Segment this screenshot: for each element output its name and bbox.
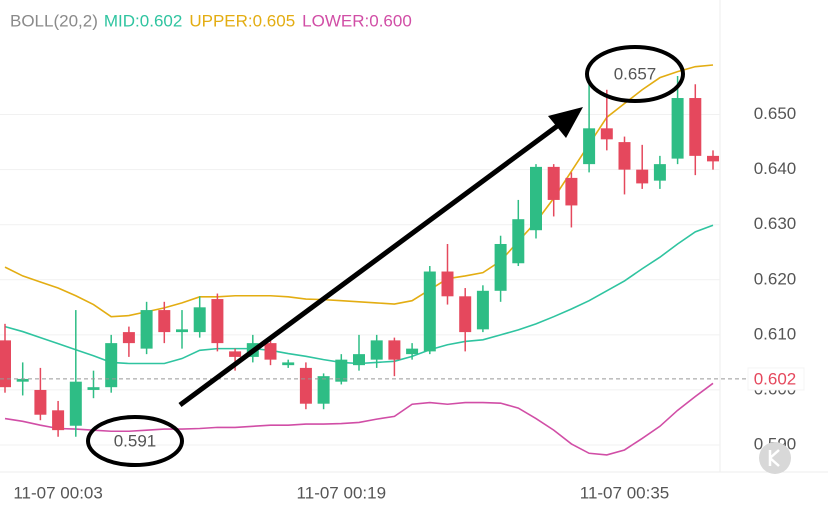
last-price-badge <box>747 367 805 391</box>
x-tick-label: 11-07 00:35 <box>580 483 669 502</box>
candle-body <box>476 290 489 330</box>
legend-entry: LOWER:0.600 <box>302 11 412 30</box>
candle-body <box>600 128 613 140</box>
legend-entry: UPPER:0.605 <box>189 11 295 30</box>
candle-body <box>671 98 684 159</box>
candle-body <box>52 410 65 431</box>
candle-body <box>0 340 11 388</box>
candle-body <box>211 299 224 344</box>
candle-body <box>618 142 631 170</box>
candle-body <box>565 177 578 206</box>
annotation-circle <box>86 415 184 467</box>
candle-body <box>494 243 507 291</box>
candle-body <box>370 340 383 360</box>
candle-body <box>512 219 525 264</box>
candle-body <box>335 359 348 382</box>
candle-body <box>636 169 649 184</box>
candles <box>0 76 719 437</box>
candle-body <box>176 329 188 333</box>
candle-body <box>34 389 47 415</box>
candle-body <box>441 271 454 297</box>
candle-body <box>530 166 542 231</box>
candle-body <box>69 381 82 426</box>
candle-body <box>158 310 171 333</box>
candle-body <box>459 296 472 333</box>
candle-body <box>193 307 206 333</box>
candle-body <box>282 362 295 366</box>
candle-body <box>547 166 560 200</box>
y-tick-label: 0.620 <box>754 269 797 288</box>
candle-body <box>317 376 330 404</box>
grid <box>0 114 720 446</box>
legend-entry: MID:0.602 <box>104 11 182 30</box>
candle-body <box>353 354 365 366</box>
candle-body <box>16 378 29 382</box>
candle-body <box>105 343 118 388</box>
candle-body <box>299 367 312 404</box>
candle-body <box>87 387 100 390</box>
x-tick-label: 11-07 00:03 <box>13 483 102 502</box>
annotation-circle <box>585 45 685 103</box>
annotation-label: 0.657 <box>614 64 657 83</box>
candle-body <box>406 348 419 355</box>
y-tick-label: 0.640 <box>754 159 797 178</box>
candle-body <box>583 128 596 165</box>
annotation-label: 0.591 <box>114 431 157 450</box>
header: BOLL(20,2) MID:0.602 UPPER:0.605 LOWER:0.6… <box>10 11 412 30</box>
last-price-label: 0.602 <box>754 369 797 388</box>
arrow-head <box>548 107 583 138</box>
candle-body <box>653 164 666 181</box>
candle-body <box>229 351 242 357</box>
candle-body <box>264 343 277 360</box>
candle-body <box>388 340 401 360</box>
candle-body <box>689 98 702 156</box>
indicator-name: BOLL(20,2) <box>10 11 98 30</box>
arrow-shaft <box>178 121 562 408</box>
reset-button[interactable] <box>759 442 791 474</box>
candle-body <box>707 155 719 162</box>
x-tick-label: 11-07 00:19 <box>297 483 386 502</box>
candle-body <box>122 332 135 344</box>
candle-body <box>140 310 153 349</box>
y-tick-label: 0.630 <box>754 214 797 233</box>
annotation-arrow <box>178 107 583 408</box>
y-tick-label: 0.610 <box>754 324 797 343</box>
candle-body <box>423 271 436 352</box>
y-tick-label: 0.650 <box>754 104 797 123</box>
band-line <box>4 382 714 456</box>
